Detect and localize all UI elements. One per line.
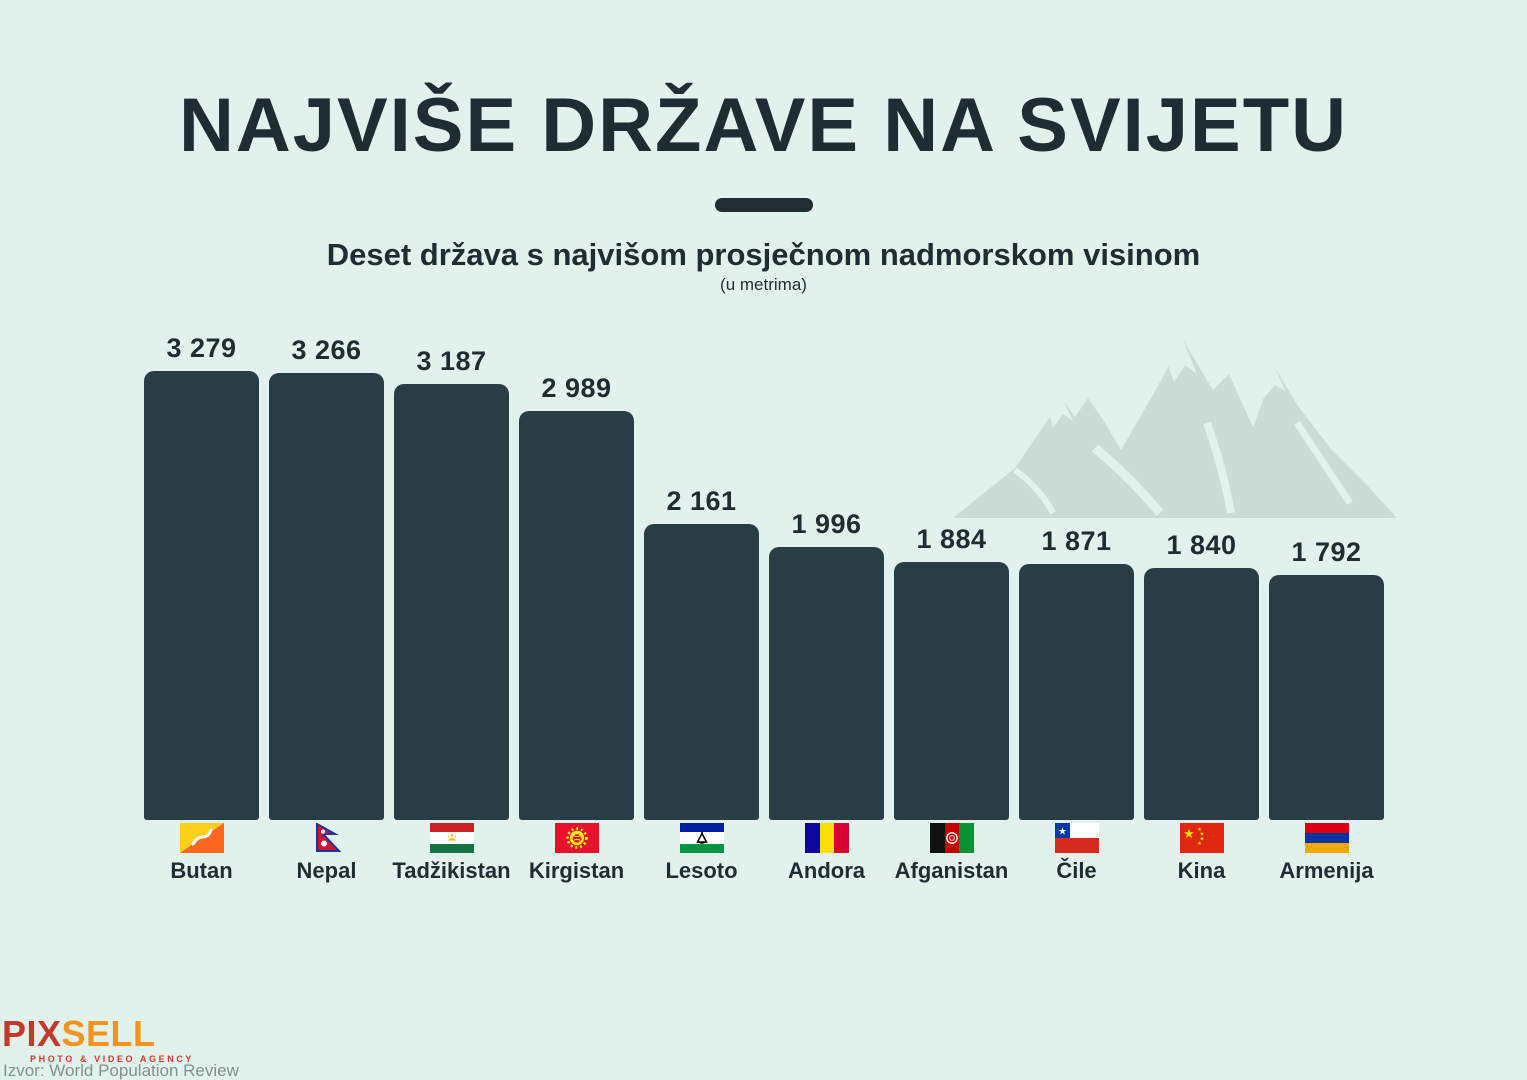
tajikistan-flag-icon <box>429 823 474 853</box>
bar-column: 3 266 Nepal <box>269 320 384 884</box>
china-flag-icon: ★ ★★★★ <box>1179 823 1224 853</box>
bar-column: 1 884 Afganistan <box>894 320 1009 884</box>
logo-text-pix: PIX <box>2 1013 62 1054</box>
bar-zone: 3 187 <box>394 320 509 820</box>
bar-value-label: 1 840 <box>1166 530 1237 560</box>
bar <box>1019 564 1134 820</box>
bar-value-label: 1 996 <box>791 509 862 539</box>
lesotho-flag-icon <box>679 823 724 853</box>
bar-value-label: 3 279 <box>166 333 237 363</box>
bar <box>1144 568 1259 820</box>
bar-column: 1 996 Andora <box>769 320 884 884</box>
bar-column: 3 279 Butan <box>144 320 259 884</box>
bar <box>1269 575 1384 820</box>
country-label: Butan <box>170 858 233 883</box>
bar-column: 2 161 Lesoto <box>644 320 759 884</box>
bar <box>769 547 884 820</box>
pixsell-logo: PIXSELL PHOTO & VIDEO AGENCY <box>2 1016 194 1064</box>
bar-value-label: 2 161 <box>666 486 737 516</box>
svg-text:★: ★ <box>1199 836 1204 843</box>
kyrgyzstan-flag-icon <box>554 823 599 853</box>
bar-column: 3 187 Tadžikistan <box>392 320 511 884</box>
bar-column: 1 840 ★ ★ ★ ★ ★ Kina <box>1144 320 1259 884</box>
mountains-icon <box>953 340 1397 518</box>
svg-text:★: ★ <box>1183 826 1195 841</box>
svg-text:★: ★ <box>1199 831 1204 838</box>
bar-zone: 1 840 <box>1144 320 1259 820</box>
country-label: Lesoto <box>665 858 738 883</box>
bar-zone: 1 996 <box>769 320 884 820</box>
armenia-flag-icon <box>1304 823 1349 853</box>
bar-zone: 2 989 <box>519 320 634 820</box>
logo-tagline: PHOTO & VIDEO AGENCY <box>30 1054 195 1064</box>
chart-subtitle: Deset država s najvišom prosječnom nadmo… <box>326 237 1201 272</box>
page-title: NAJVIŠE DRŽAVE NA SVIJETU <box>178 83 1349 168</box>
title-divider <box>714 198 813 212</box>
bar-column: 1 871 ★ Čile <box>1019 320 1134 884</box>
country-label: Nepal <box>296 858 357 883</box>
bar-zone: 3 266 <box>269 320 384 820</box>
svg-text:★: ★ <box>1197 826 1202 833</box>
chile-flag-icon: ★ <box>1054 823 1099 853</box>
bar-value-label: 1 884 <box>916 524 987 554</box>
bar-zone: 1 884 <box>894 320 1009 820</box>
chart-unit-note: (u metrima) <box>720 275 807 294</box>
nepal-flag-icon <box>315 823 341 852</box>
country-label: Armenija <box>1279 858 1374 883</box>
bar <box>144 371 259 820</box>
bar-zone: 3 279 <box>144 320 259 820</box>
bar-value-label: 1 871 <box>1041 526 1112 556</box>
bar <box>519 411 634 820</box>
bar-chart: 3 279 Butan 3 266 Nepal 3 187 Tadžikistan 2 98… <box>144 320 1384 884</box>
bhutan-flag-icon <box>179 823 224 853</box>
bar-column: 1 792 Armenija <box>1269 320 1384 884</box>
bar-zone: 1 871 <box>1019 320 1134 820</box>
logo-text-sell: SELL <box>61 1013 156 1054</box>
bar-value-label: 1 792 <box>1291 537 1362 567</box>
country-label: Kina <box>1177 858 1226 883</box>
country-label: Kirgistan <box>528 858 625 883</box>
bar-zone: 1 792 <box>1269 320 1384 820</box>
bar <box>894 562 1009 820</box>
andorra-flag-icon <box>804 823 849 853</box>
country-label: Afganistan <box>894 858 1009 883</box>
source-credit: Izvor: World Population Review <box>3 1061 239 1080</box>
bar <box>644 524 759 820</box>
svg-text:★: ★ <box>1197 840 1202 847</box>
bar <box>394 384 509 820</box>
country-label: Tadžikistan <box>392 858 511 883</box>
bar <box>269 373 384 820</box>
bar-value-label: 2 989 <box>541 373 612 403</box>
bar-value-label: 3 266 <box>291 335 362 365</box>
bar-value-label: 3 187 <box>416 346 487 376</box>
bar-column: 2 989 Kirgistan <box>519 320 634 884</box>
country-label: Andora <box>788 858 865 883</box>
svg-text:★: ★ <box>1058 826 1067 837</box>
bar-zone: 2 161 <box>644 320 759 820</box>
country-label: Čile <box>1056 858 1097 883</box>
afghanistan-flag-icon <box>929 823 974 853</box>
